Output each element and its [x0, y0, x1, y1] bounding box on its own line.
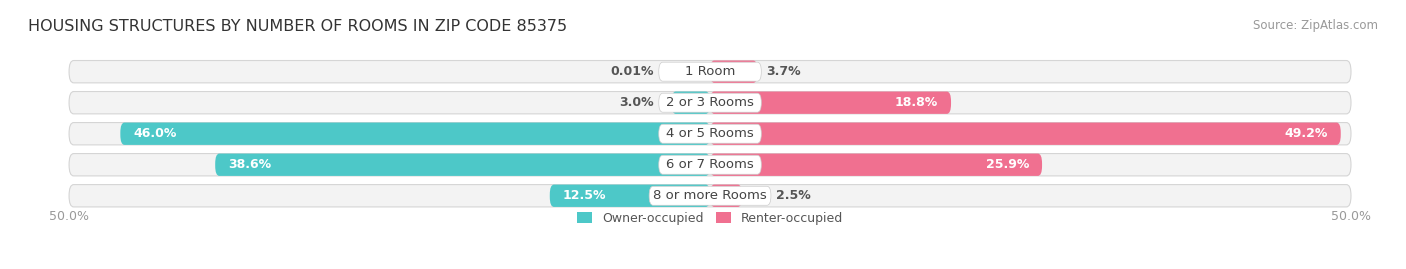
- FancyBboxPatch shape: [69, 61, 1351, 83]
- Text: 1 Room: 1 Room: [685, 65, 735, 78]
- FancyBboxPatch shape: [69, 185, 1351, 207]
- FancyBboxPatch shape: [710, 154, 1042, 176]
- FancyBboxPatch shape: [215, 154, 710, 176]
- Text: 38.6%: 38.6%: [228, 158, 271, 171]
- FancyBboxPatch shape: [659, 155, 761, 174]
- FancyBboxPatch shape: [710, 91, 950, 114]
- Text: 3.0%: 3.0%: [619, 96, 654, 109]
- Text: 49.2%: 49.2%: [1285, 127, 1327, 140]
- FancyBboxPatch shape: [69, 123, 1351, 145]
- Text: 46.0%: 46.0%: [134, 127, 177, 140]
- Text: Source: ZipAtlas.com: Source: ZipAtlas.com: [1253, 19, 1378, 32]
- FancyBboxPatch shape: [659, 62, 761, 81]
- Text: 3.7%: 3.7%: [766, 65, 801, 78]
- FancyBboxPatch shape: [550, 185, 710, 207]
- FancyBboxPatch shape: [650, 186, 770, 205]
- Text: 18.8%: 18.8%: [896, 96, 938, 109]
- FancyBboxPatch shape: [672, 91, 710, 114]
- FancyBboxPatch shape: [69, 91, 1351, 114]
- Text: 8 or more Rooms: 8 or more Rooms: [654, 189, 766, 202]
- Text: 25.9%: 25.9%: [986, 158, 1029, 171]
- Text: 2.5%: 2.5%: [776, 189, 811, 202]
- Text: 12.5%: 12.5%: [562, 189, 606, 202]
- FancyBboxPatch shape: [659, 124, 761, 143]
- Legend: Owner-occupied, Renter-occupied: Owner-occupied, Renter-occupied: [576, 212, 844, 225]
- FancyBboxPatch shape: [710, 185, 742, 207]
- FancyBboxPatch shape: [710, 61, 758, 83]
- FancyBboxPatch shape: [659, 93, 761, 112]
- Text: 6 or 7 Rooms: 6 or 7 Rooms: [666, 158, 754, 171]
- FancyBboxPatch shape: [121, 123, 710, 145]
- FancyBboxPatch shape: [710, 123, 1341, 145]
- Text: 50.0%: 50.0%: [49, 210, 89, 223]
- Text: 4 or 5 Rooms: 4 or 5 Rooms: [666, 127, 754, 140]
- FancyBboxPatch shape: [69, 154, 1351, 176]
- Text: 0.01%: 0.01%: [610, 65, 654, 78]
- Text: 50.0%: 50.0%: [1331, 210, 1371, 223]
- Text: 2 or 3 Rooms: 2 or 3 Rooms: [666, 96, 754, 109]
- Text: HOUSING STRUCTURES BY NUMBER OF ROOMS IN ZIP CODE 85375: HOUSING STRUCTURES BY NUMBER OF ROOMS IN…: [28, 19, 567, 34]
